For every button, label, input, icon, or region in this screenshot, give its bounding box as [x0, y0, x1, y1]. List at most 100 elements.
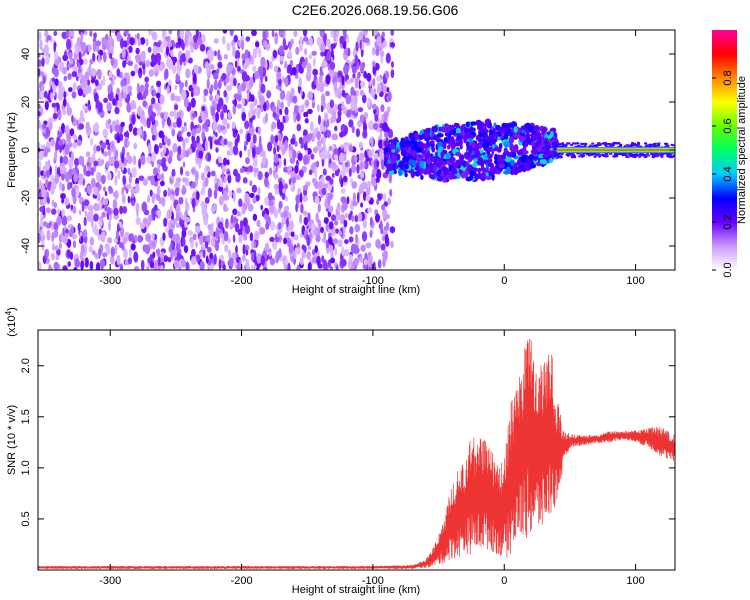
heatmap-noise-cell — [319, 66, 323, 73]
heatmap-signal-cell — [436, 156, 440, 161]
heatmap-noise-cell — [252, 147, 256, 159]
heatmap-noise-cell — [306, 237, 310, 247]
heatmap-noise-cell — [226, 159, 230, 166]
heatmap-noise-cell — [193, 64, 199, 74]
heatmap-noise-cell — [334, 220, 339, 226]
heatmap-noise-cell — [264, 242, 270, 251]
heatmap-noise-cell — [279, 121, 284, 132]
heatmap-noise-cell — [170, 223, 175, 229]
heatmap-noise-cell — [110, 57, 115, 66]
heatmap-signal-cell — [511, 165, 515, 170]
heatmap-noise-cell — [327, 194, 331, 206]
heatmap-noise-cell — [235, 245, 238, 254]
heatmap-noise-cell — [343, 175, 348, 183]
heatmap-noise-cell — [374, 114, 379, 122]
heatmap-noise-cell — [382, 122, 388, 132]
heatmap-carrier-halo — [567, 142, 571, 145]
heatmap-noise-cell — [221, 164, 226, 173]
heatmap-noise-cell — [191, 198, 196, 209]
heatmap-noise-cell — [276, 145, 280, 153]
heatmap-noise-cell — [292, 95, 298, 104]
heatmap-noise-cell — [53, 261, 60, 270]
heatmap-noise-cell — [151, 97, 156, 105]
heatmap-noise-cell — [285, 225, 290, 232]
heatmap-noise-cell — [101, 159, 105, 165]
heatmap-noise-cell — [293, 234, 299, 241]
heatmap-signal-cell — [470, 121, 478, 126]
heatmap-noise-cell — [225, 194, 229, 201]
heatmap-noise-cell — [251, 30, 257, 37]
heatmap-noise-cell — [278, 45, 284, 55]
heatmap-noise-cell — [215, 147, 219, 153]
heatmap-noise-cell — [320, 43, 326, 53]
heatmap-noise-cell — [184, 137, 190, 144]
heatmap-noise-cell — [303, 154, 308, 166]
heatmap-noise-cell — [367, 97, 371, 108]
heatmap-noise-cell — [244, 224, 250, 235]
heatmap-noise-cell — [262, 267, 268, 270]
heatmap-carrier-halo — [556, 153, 561, 156]
heatmap-signal-cell — [504, 126, 512, 135]
heatmap-noise-cell — [44, 101, 49, 111]
heatmap-noise-cell — [158, 130, 164, 139]
heatmap-signal-cell — [538, 153, 545, 159]
heatmap-carrier-halo — [577, 155, 582, 158]
heatmap-signal-cell — [477, 167, 481, 174]
heatmap-noise-cell — [80, 243, 86, 254]
heatmap-noise-cell — [107, 84, 112, 94]
heatmap-noise-cell — [377, 120, 381, 131]
heatmap-signal-cell — [398, 161, 405, 169]
heatmap-signal-cell — [430, 155, 435, 162]
heatmap-noise-cell — [303, 142, 308, 151]
heatmap-noise-cell — [89, 58, 94, 65]
heatmap-noise-cell — [330, 214, 337, 222]
heatmap-noise-cell — [53, 42, 56, 53]
heatmap-noise-cell — [79, 109, 84, 120]
heatmap-signal-cell — [471, 127, 476, 132]
heatmap-noise-cell — [39, 180, 42, 190]
heatmap-noise-cell — [277, 99, 281, 109]
heatmap-noise-cell — [278, 78, 282, 87]
heatmap-noise-cell — [390, 240, 394, 249]
heatmap-noise-cell — [343, 144, 348, 153]
heatmap-noise-cell — [213, 189, 218, 200]
heatmap-noise-cell — [126, 151, 130, 159]
heatmap-carrier-halo — [593, 155, 597, 158]
heatmap-noise-cell — [375, 213, 380, 223]
heatmap-noise-cell — [123, 131, 130, 138]
heatmap-noise-cell — [323, 231, 327, 241]
heatmap-noise-cell — [195, 191, 200, 200]
heatmap-noise-cell — [214, 139, 220, 145]
heatmap-noise-cell — [308, 36, 313, 47]
heatmap-signal-cell — [552, 132, 557, 137]
heatmap-noise-cell — [307, 212, 311, 222]
heatmap-noise-cell — [181, 41, 185, 51]
snr-y-label: SNR (10 * v/v) — [6, 405, 18, 475]
heatmap-noise-cell — [328, 221, 334, 230]
heatmap-noise-cell — [92, 250, 96, 256]
heatmap-noise-cell — [52, 87, 56, 97]
heatmap-noise-cell — [82, 230, 85, 239]
heatmap-noise-cell — [128, 248, 132, 257]
heatmap-noise-cell — [223, 90, 227, 98]
heatmap-noise-cell — [142, 178, 148, 186]
heatmap-noise-cell — [67, 182, 71, 191]
heatmap-noise-cell — [379, 220, 383, 231]
heatmap-noise-cell — [149, 261, 155, 269]
heatmap-signal-cell — [390, 139, 394, 145]
heatmap-noise-cell — [351, 66, 357, 74]
heatmap-noise-cell — [156, 186, 161, 195]
heatmap-noise-cell — [263, 40, 268, 48]
heatmap-noise-cell — [281, 216, 287, 224]
heatmap-signal-cell — [463, 136, 467, 144]
heatmap-carrier-line — [556, 149, 675, 151]
heatmap-noise-cell — [93, 213, 99, 222]
heatmap-noise-cell — [222, 264, 226, 270]
heatmap-noise-cell — [104, 132, 108, 140]
heatmap-noise-cell — [131, 200, 136, 207]
heatmap-noise-cell — [251, 264, 255, 270]
colorbar-label: Normalized spectral amplitude — [736, 76, 748, 224]
heatmap-noise-cell — [277, 157, 282, 169]
heatmap-noise-cell — [282, 210, 288, 218]
heatmap-noise-cell — [151, 31, 158, 41]
